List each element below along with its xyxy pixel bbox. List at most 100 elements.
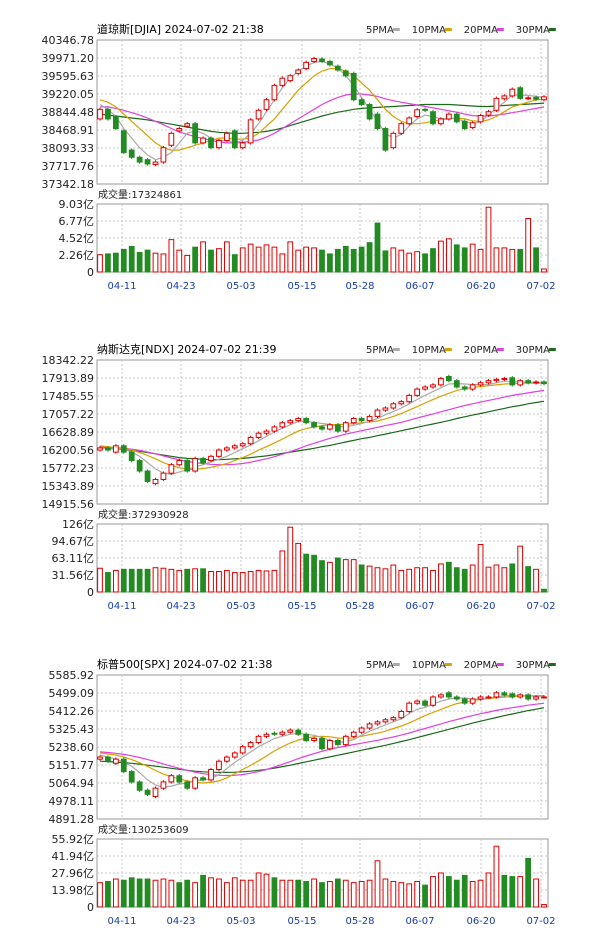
candle-body bbox=[279, 731, 286, 735]
candle-body bbox=[398, 710, 405, 719]
volume-bar bbox=[192, 246, 199, 273]
price-tick-label: 38468.91 bbox=[42, 124, 95, 137]
candle-body bbox=[509, 377, 516, 386]
candle-body bbox=[231, 130, 238, 149]
legend-swatch bbox=[548, 663, 556, 666]
volume-bar bbox=[295, 879, 302, 908]
legend-swatch bbox=[444, 348, 452, 351]
volume-bar bbox=[144, 249, 151, 273]
candle-body bbox=[414, 109, 421, 118]
candle-body bbox=[223, 756, 230, 762]
candle-body bbox=[382, 407, 389, 411]
price-tick-label: 16628.89 bbox=[42, 426, 95, 439]
volume-bar bbox=[200, 568, 206, 593]
candle-body bbox=[493, 692, 500, 698]
volume-label: 成交量:17324861 bbox=[98, 188, 182, 201]
candle-body bbox=[287, 75, 294, 82]
volume-bar bbox=[319, 249, 325, 273]
volume-bar bbox=[152, 567, 159, 593]
volume-bar bbox=[517, 248, 524, 273]
volume-bar bbox=[200, 241, 206, 273]
candle-body bbox=[287, 420, 294, 424]
volume-bar bbox=[398, 569, 405, 593]
candle-body bbox=[303, 418, 310, 424]
legend-label: 30PMA bbox=[516, 660, 550, 671]
volume-bar bbox=[366, 565, 373, 593]
candle-body bbox=[231, 445, 238, 449]
candle-body bbox=[200, 137, 206, 144]
candlestick-chart: 纳斯达克[NDX] 2024-07-02 21:39 5PMA 10PMA 20PMA… bbox=[42, 343, 556, 612]
candle-body bbox=[239, 142, 246, 149]
price-tick-label: 37342.18 bbox=[42, 178, 95, 191]
candle-body bbox=[255, 432, 262, 438]
x-tick-label: 05-15 bbox=[287, 916, 316, 927]
candle-body bbox=[271, 732, 278, 735]
candle-body bbox=[105, 756, 111, 762]
legend-swatch bbox=[548, 348, 556, 351]
x-tick-label: 06-07 bbox=[405, 916, 434, 927]
chart-title: 纳斯达克[NDX] 2024-07-02 21:39 bbox=[97, 343, 276, 356]
volume-bar bbox=[136, 878, 143, 908]
x-tick-label: 05-15 bbox=[287, 281, 316, 292]
volume-bar bbox=[255, 872, 262, 908]
volume-bar bbox=[144, 878, 151, 908]
candle-body bbox=[223, 132, 230, 141]
candle-body bbox=[525, 694, 532, 700]
candle-body bbox=[136, 156, 143, 163]
candle-body bbox=[184, 123, 191, 127]
candle-body bbox=[152, 787, 159, 797]
candle-body bbox=[398, 123, 405, 134]
volume-tick-label: 6.77亿 bbox=[59, 215, 95, 228]
volume-bar bbox=[525, 566, 532, 593]
candle-body bbox=[192, 123, 199, 144]
volume-bar bbox=[541, 268, 547, 273]
volume-tick-label: 0 bbox=[87, 586, 94, 599]
x-tick-label: 06-20 bbox=[466, 916, 495, 927]
volume-bar bbox=[461, 874, 468, 908]
volume-bar bbox=[327, 253, 333, 273]
volume-bar bbox=[430, 569, 436, 593]
legend-label: 10PMA bbox=[412, 660, 446, 671]
volume-bar bbox=[144, 568, 151, 593]
candle-body bbox=[445, 692, 452, 698]
candle-body bbox=[358, 99, 365, 106]
candle-body bbox=[430, 384, 436, 388]
candle-body bbox=[501, 692, 508, 696]
volume-bar bbox=[382, 250, 389, 273]
volume-tick-label: 9.03亿 bbox=[59, 198, 95, 211]
candle-body bbox=[128, 771, 135, 783]
volume-bar bbox=[493, 564, 500, 593]
candle-body bbox=[311, 422, 317, 428]
price-tick-label: 40346.78 bbox=[42, 34, 95, 47]
volume-bar bbox=[334, 878, 341, 908]
legend-swatch bbox=[548, 28, 556, 31]
volume-bar bbox=[136, 568, 143, 593]
candle-body bbox=[358, 727, 365, 733]
candle-body bbox=[342, 70, 349, 77]
volume-bar bbox=[438, 872, 444, 908]
candle-body bbox=[287, 729, 294, 733]
volume-bar bbox=[271, 877, 278, 908]
candle-body bbox=[374, 409, 381, 417]
candle-body bbox=[176, 775, 183, 783]
candle-body bbox=[366, 723, 373, 729]
candle-body bbox=[208, 769, 214, 781]
index-chart-panel: 道琼斯[DJIA] 2024-07-02 21:38 5PMA 10PMA 20PMA… bbox=[0, 0, 611, 300]
volume-tick-label: 13.98亿 bbox=[52, 884, 95, 897]
candle-body bbox=[406, 117, 413, 125]
candle-body bbox=[390, 403, 397, 409]
candle-body bbox=[97, 108, 103, 120]
candle-body bbox=[350, 72, 357, 101]
volume-bar bbox=[430, 876, 436, 908]
volume-bar bbox=[319, 560, 325, 593]
volume-bar bbox=[97, 567, 103, 593]
volume-bar bbox=[350, 248, 357, 273]
x-tick-label: 05-03 bbox=[226, 281, 255, 292]
volume-bar bbox=[239, 879, 246, 908]
volume-bar bbox=[533, 568, 539, 593]
x-tick-label: 05-28 bbox=[345, 281, 374, 292]
volume-bar bbox=[216, 878, 222, 908]
volume-bar bbox=[327, 880, 333, 908]
volume-bar bbox=[422, 884, 428, 908]
volume-bar bbox=[438, 563, 444, 593]
